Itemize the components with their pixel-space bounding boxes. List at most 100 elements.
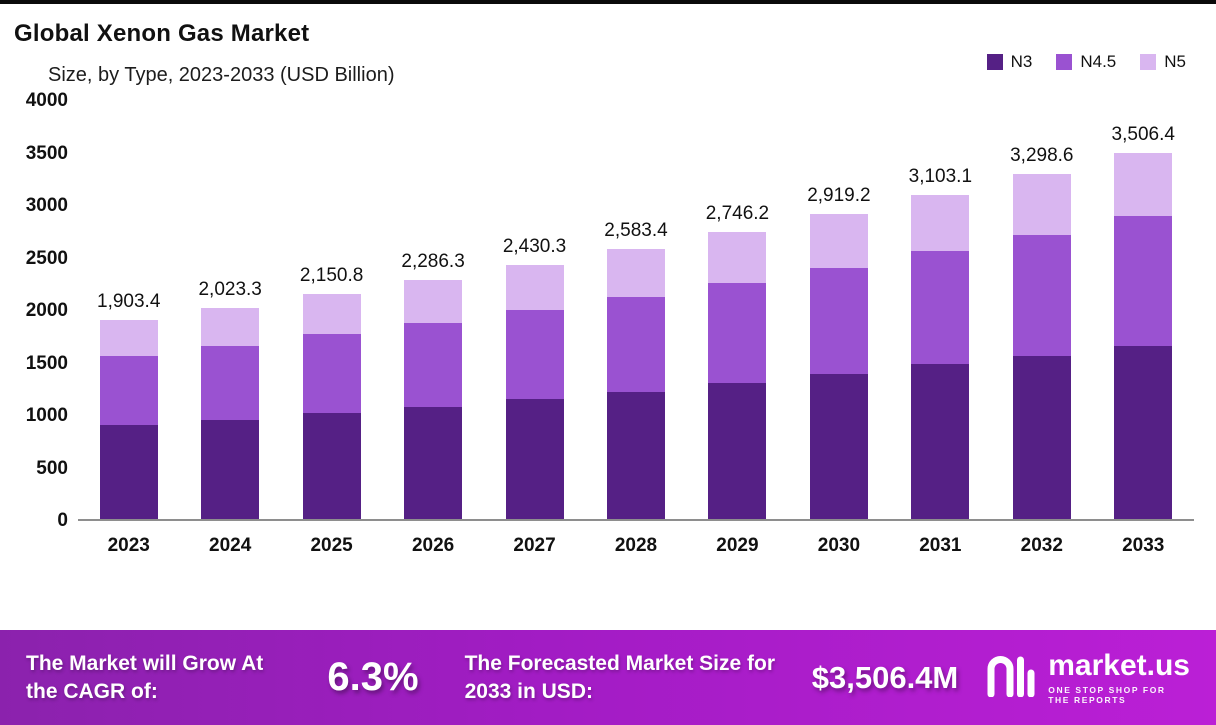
bar-segment-n4_5 bbox=[99, 355, 158, 425]
x-axis-label: 2031 bbox=[919, 535, 962, 556]
bar-segment-n5 bbox=[1114, 152, 1173, 216]
bar-segment-n4_5 bbox=[404, 322, 463, 408]
bar-segment-n5 bbox=[404, 280, 463, 323]
bar-segment-n4_5 bbox=[809, 268, 868, 374]
bar-segment-n4_5 bbox=[708, 282, 767, 384]
bar-column-2031: 3,103.1 bbox=[890, 101, 991, 519]
forecast-label: The Forecasted Market Size for 2033 in U… bbox=[464, 652, 776, 703]
brand-tagline: ONE STOP SHOP FOR THE REPORTS bbox=[1048, 684, 1166, 705]
bar-total-label: 2,919.2 bbox=[807, 184, 871, 206]
x-axis-label: 2024 bbox=[209, 535, 252, 556]
bar-total-label: 1,903.4 bbox=[97, 291, 161, 313]
bar-segment-n4_5 bbox=[911, 251, 970, 365]
bar-segment-n4_5 bbox=[302, 334, 361, 414]
bar-total-label: 2,583.4 bbox=[604, 220, 668, 242]
bar-segment-n5 bbox=[99, 320, 158, 356]
y-axis-label: 4000 bbox=[25, 90, 68, 111]
bar-segment-n3 bbox=[302, 413, 361, 519]
bar-column-2024: 2,023.3 bbox=[179, 101, 280, 519]
legend-label: N4.5 bbox=[1080, 52, 1117, 71]
x-axis-label: 2032 bbox=[1020, 535, 1063, 556]
plot-wrap: 0 500 1000 1500 2000 2500 3000 3500 4000 1,903.4… bbox=[0, 90, 1216, 531]
bar-segment-n3 bbox=[99, 424, 158, 519]
bar-segment-n3 bbox=[1114, 345, 1173, 519]
x-axis-label: 2023 bbox=[107, 535, 150, 556]
bar-segment-n4_5 bbox=[1114, 215, 1173, 346]
bar-segment-n5 bbox=[505, 265, 564, 311]
y-axis-label: 2500 bbox=[25, 247, 68, 269]
plot-columns: 1,903.4 2,023.3 2,150.8 2,286.3 2,430.3 2,583… bbox=[78, 101, 1194, 521]
legend: N3 N4.5 N5 bbox=[986, 52, 1186, 72]
bar-total-label: 2,286.3 bbox=[401, 251, 465, 273]
marketus-logo-text: market.us ONE STOP SHOP FOR THE REPORTS bbox=[1048, 650, 1190, 705]
bar-segment-n5 bbox=[606, 249, 665, 298]
bar-segment-n4_5 bbox=[606, 297, 665, 392]
bar-column-2025: 2,150.8 bbox=[281, 101, 382, 519]
x-axis-label: 2027 bbox=[513, 535, 556, 556]
bar-total-label: 3,103.1 bbox=[908, 165, 973, 187]
x-axis-label: 2033 bbox=[1122, 535, 1165, 556]
chart-card: Global Xenon Gas Market Size, by Type, 2… bbox=[0, 4, 1216, 630]
bar-segment-n3 bbox=[201, 419, 260, 519]
bar-total-label: 2,023.3 bbox=[198, 278, 262, 300]
bar-column-2033: 3,506.4 bbox=[1093, 101, 1194, 519]
x-axis-label: 2026 bbox=[411, 535, 455, 556]
bar-total-label: 2,430.3 bbox=[502, 236, 567, 258]
bar-segment-n3 bbox=[809, 373, 868, 519]
y-axis-label: 2000 bbox=[25, 300, 68, 321]
bar-segment-n5 bbox=[911, 194, 970, 252]
legend-label: N3 bbox=[1010, 52, 1033, 71]
x-axis-label: 2030 bbox=[817, 535, 861, 556]
legend-label: N5 bbox=[1164, 52, 1186, 71]
bar-column-2029: 2,746.2 bbox=[687, 101, 788, 519]
x-axis-label: 2025 bbox=[310, 535, 353, 556]
bar-segment-n5 bbox=[1012, 174, 1071, 235]
forecast-value: $3,506.4M bbox=[811, 659, 959, 695]
legend-item-n4_5: N4.5 bbox=[1056, 52, 1116, 72]
bar-column-2023: 1,903.4 bbox=[78, 101, 179, 519]
bar-column-2030: 2,919.2 bbox=[788, 101, 889, 519]
y-axis-label: 1000 bbox=[25, 405, 68, 426]
legend-swatch bbox=[986, 54, 1003, 70]
bar-segment-n5 bbox=[201, 307, 260, 346]
bar-column-2028: 2,583.4 bbox=[585, 101, 686, 519]
bar-segment-n5 bbox=[708, 232, 767, 283]
y-axis-label: 500 bbox=[36, 457, 68, 479]
y-axis-label: 1500 bbox=[25, 352, 68, 374]
bar-segment-n3 bbox=[404, 407, 463, 519]
bar-segment-n3 bbox=[1012, 355, 1071, 519]
x-axis-labels: 2023 2024 2025 2026 2027 2028 2029 2030 2031 2032… bbox=[78, 535, 1194, 557]
bar-segment-n4_5 bbox=[201, 345, 260, 420]
legend-swatch bbox=[1140, 54, 1157, 70]
x-axis: 2023 2024 2025 2026 2027 2028 2029 2030 2031 2032… bbox=[0, 535, 1216, 557]
bar-total-label: 3,298.6 bbox=[1010, 145, 1074, 167]
legend-swatch bbox=[1056, 54, 1073, 70]
bar-segment-n5 bbox=[302, 294, 361, 335]
marketus-logo-icon bbox=[984, 653, 1036, 702]
title-block: Global Xenon Gas Market Size, by Type, 2… bbox=[0, 20, 1216, 87]
chart-subtitle: Size, by Type, 2023-2033 (USD Billion) bbox=[48, 64, 395, 86]
marketus-logo: market.us ONE STOP SHOP FOR THE REPORTS bbox=[984, 650, 1190, 705]
x-axis-spacer bbox=[8, 535, 78, 557]
bar-segment-n3 bbox=[911, 364, 970, 519]
bar-segment-n5 bbox=[809, 213, 868, 269]
legend-item-n3: N3 bbox=[986, 52, 1033, 72]
x-axis-label: 2028 bbox=[614, 535, 658, 556]
bar-segment-n4_5 bbox=[505, 310, 564, 399]
y-axis: 0 500 1000 1500 2000 2500 3000 3500 4000 bbox=[8, 90, 78, 531]
y-axis-label: 3000 bbox=[25, 195, 68, 216]
bar-segment-n4_5 bbox=[1012, 234, 1071, 356]
bar-segment-n3 bbox=[606, 391, 665, 519]
bar-column-2026: 2,286.3 bbox=[382, 101, 483, 519]
chart-title: Global Xenon Gas Market bbox=[14, 20, 310, 47]
cagr-value: 6.3% bbox=[327, 655, 419, 699]
x-axis-label: 2029 bbox=[716, 535, 759, 556]
bar-total-label: 2,150.8 bbox=[299, 265, 364, 287]
y-axis-label: 0 bbox=[57, 510, 68, 531]
bar-column-2032: 3,298.6 bbox=[991, 101, 1092, 519]
bottom-banner: The Market will Grow At the CAGR of: 6.3… bbox=[0, 630, 1216, 725]
bar-segment-n3 bbox=[505, 398, 564, 519]
legend-item-n5: N5 bbox=[1140, 52, 1186, 72]
bar-total-label: 3,506.4 bbox=[1111, 123, 1175, 145]
